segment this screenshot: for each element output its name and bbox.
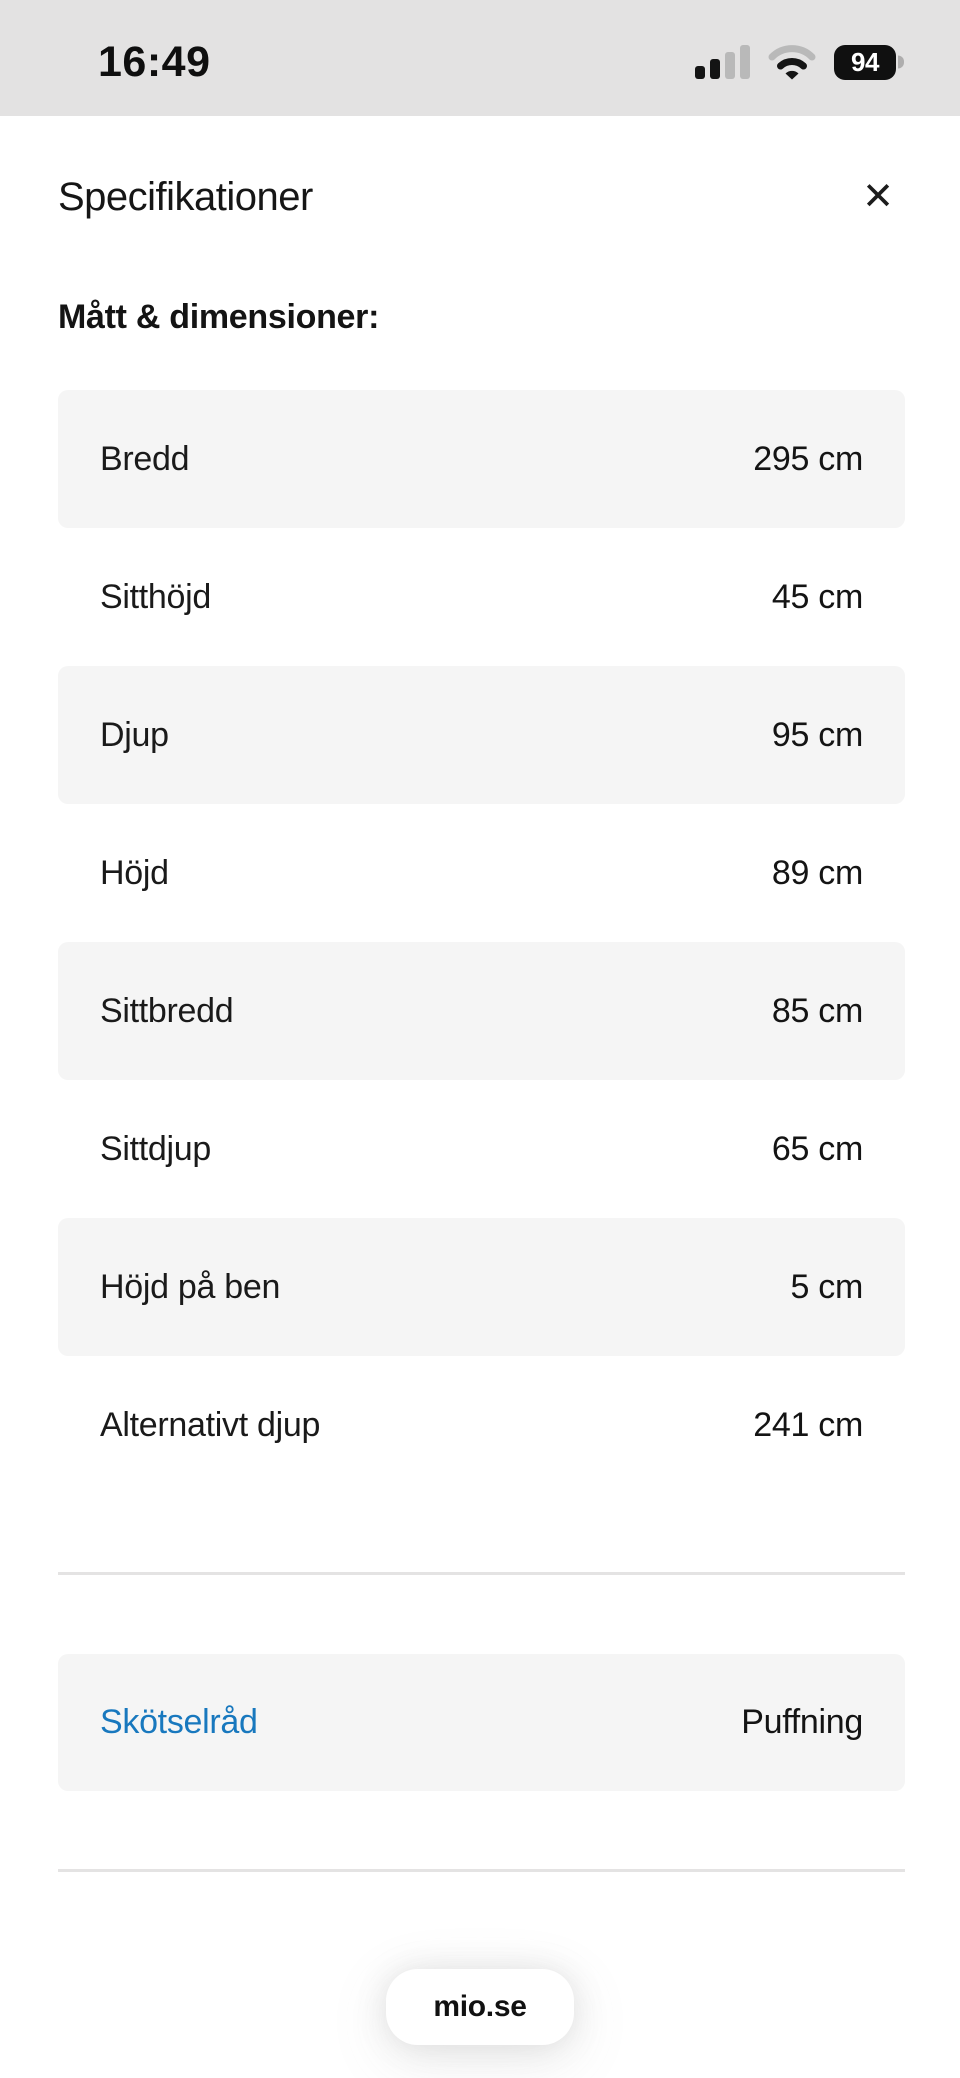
divider	[58, 1869, 905, 1872]
battery-cap	[898, 55, 904, 69]
battery-percent: 94	[851, 46, 879, 77]
footer: mio.se	[0, 1872, 960, 2045]
spec-label: Sittbredd	[100, 991, 234, 1030]
care-row: Skötselråd Puffning	[58, 1654, 905, 1791]
spec-row: Höjd 89 cm	[58, 804, 905, 942]
spec-value: 95 cm	[771, 715, 863, 754]
url-bar-pill[interactable]: mio.se	[386, 1969, 574, 2045]
spec-label: Sitthöjd	[100, 577, 212, 616]
spec-row: Höjd på ben 5 cm	[58, 1218, 905, 1356]
page-title: Specifikationer	[58, 175, 313, 219]
spec-row: Alternativt djup 241 cm	[58, 1356, 905, 1494]
spec-value: 85 cm	[771, 991, 863, 1030]
section-heading: Mått & dimensioner:	[58, 298, 380, 336]
spec-label: Bredd	[100, 439, 190, 478]
spec-label: Höjd	[100, 853, 169, 892]
spec-value: 295 cm	[753, 439, 863, 478]
status-time: 16:49	[98, 37, 211, 86]
spec-value: 65 cm	[771, 1129, 863, 1168]
spec-label: Djup	[100, 715, 169, 754]
url-bar-label: mio.se	[433, 1990, 527, 2023]
care-link[interactable]: Skötselråd	[100, 1703, 258, 1741]
spec-value: 89 cm	[771, 853, 863, 892]
status-icons: 94	[695, 44, 904, 80]
sheet-header: Specifikationer ✕	[0, 116, 960, 220]
battery-icon: 94	[834, 44, 904, 80]
close-button[interactable]: ✕	[862, 178, 894, 216]
spec-list: Bredd 295 cm Sitthöjd 45 cm Djup 95 cm H…	[58, 390, 905, 1494]
wifi-icon	[768, 45, 816, 80]
spec-row: Sitthöjd 45 cm	[58, 528, 905, 666]
divider	[58, 1572, 905, 1575]
close-icon: ✕	[862, 176, 894, 218]
spec-value: 5 cm	[790, 1267, 864, 1306]
spec-label: Sittdjup	[100, 1129, 212, 1168]
spec-row: Sittbredd 85 cm	[58, 942, 905, 1080]
spec-label: Höjd på ben	[100, 1267, 281, 1306]
spec-label: Alternativt djup	[100, 1405, 321, 1444]
cellular-signal-icon	[695, 45, 750, 79]
status-bar: 16:49 94	[0, 0, 960, 116]
spec-row: Bredd 295 cm	[58, 390, 905, 528]
spec-value: 45 cm	[771, 577, 863, 616]
care-value: Puffning	[741, 1703, 863, 1741]
spec-value: 241 cm	[753, 1405, 863, 1444]
spec-row: Djup 95 cm	[58, 666, 905, 804]
spec-row: Sittdjup 65 cm	[58, 1080, 905, 1218]
